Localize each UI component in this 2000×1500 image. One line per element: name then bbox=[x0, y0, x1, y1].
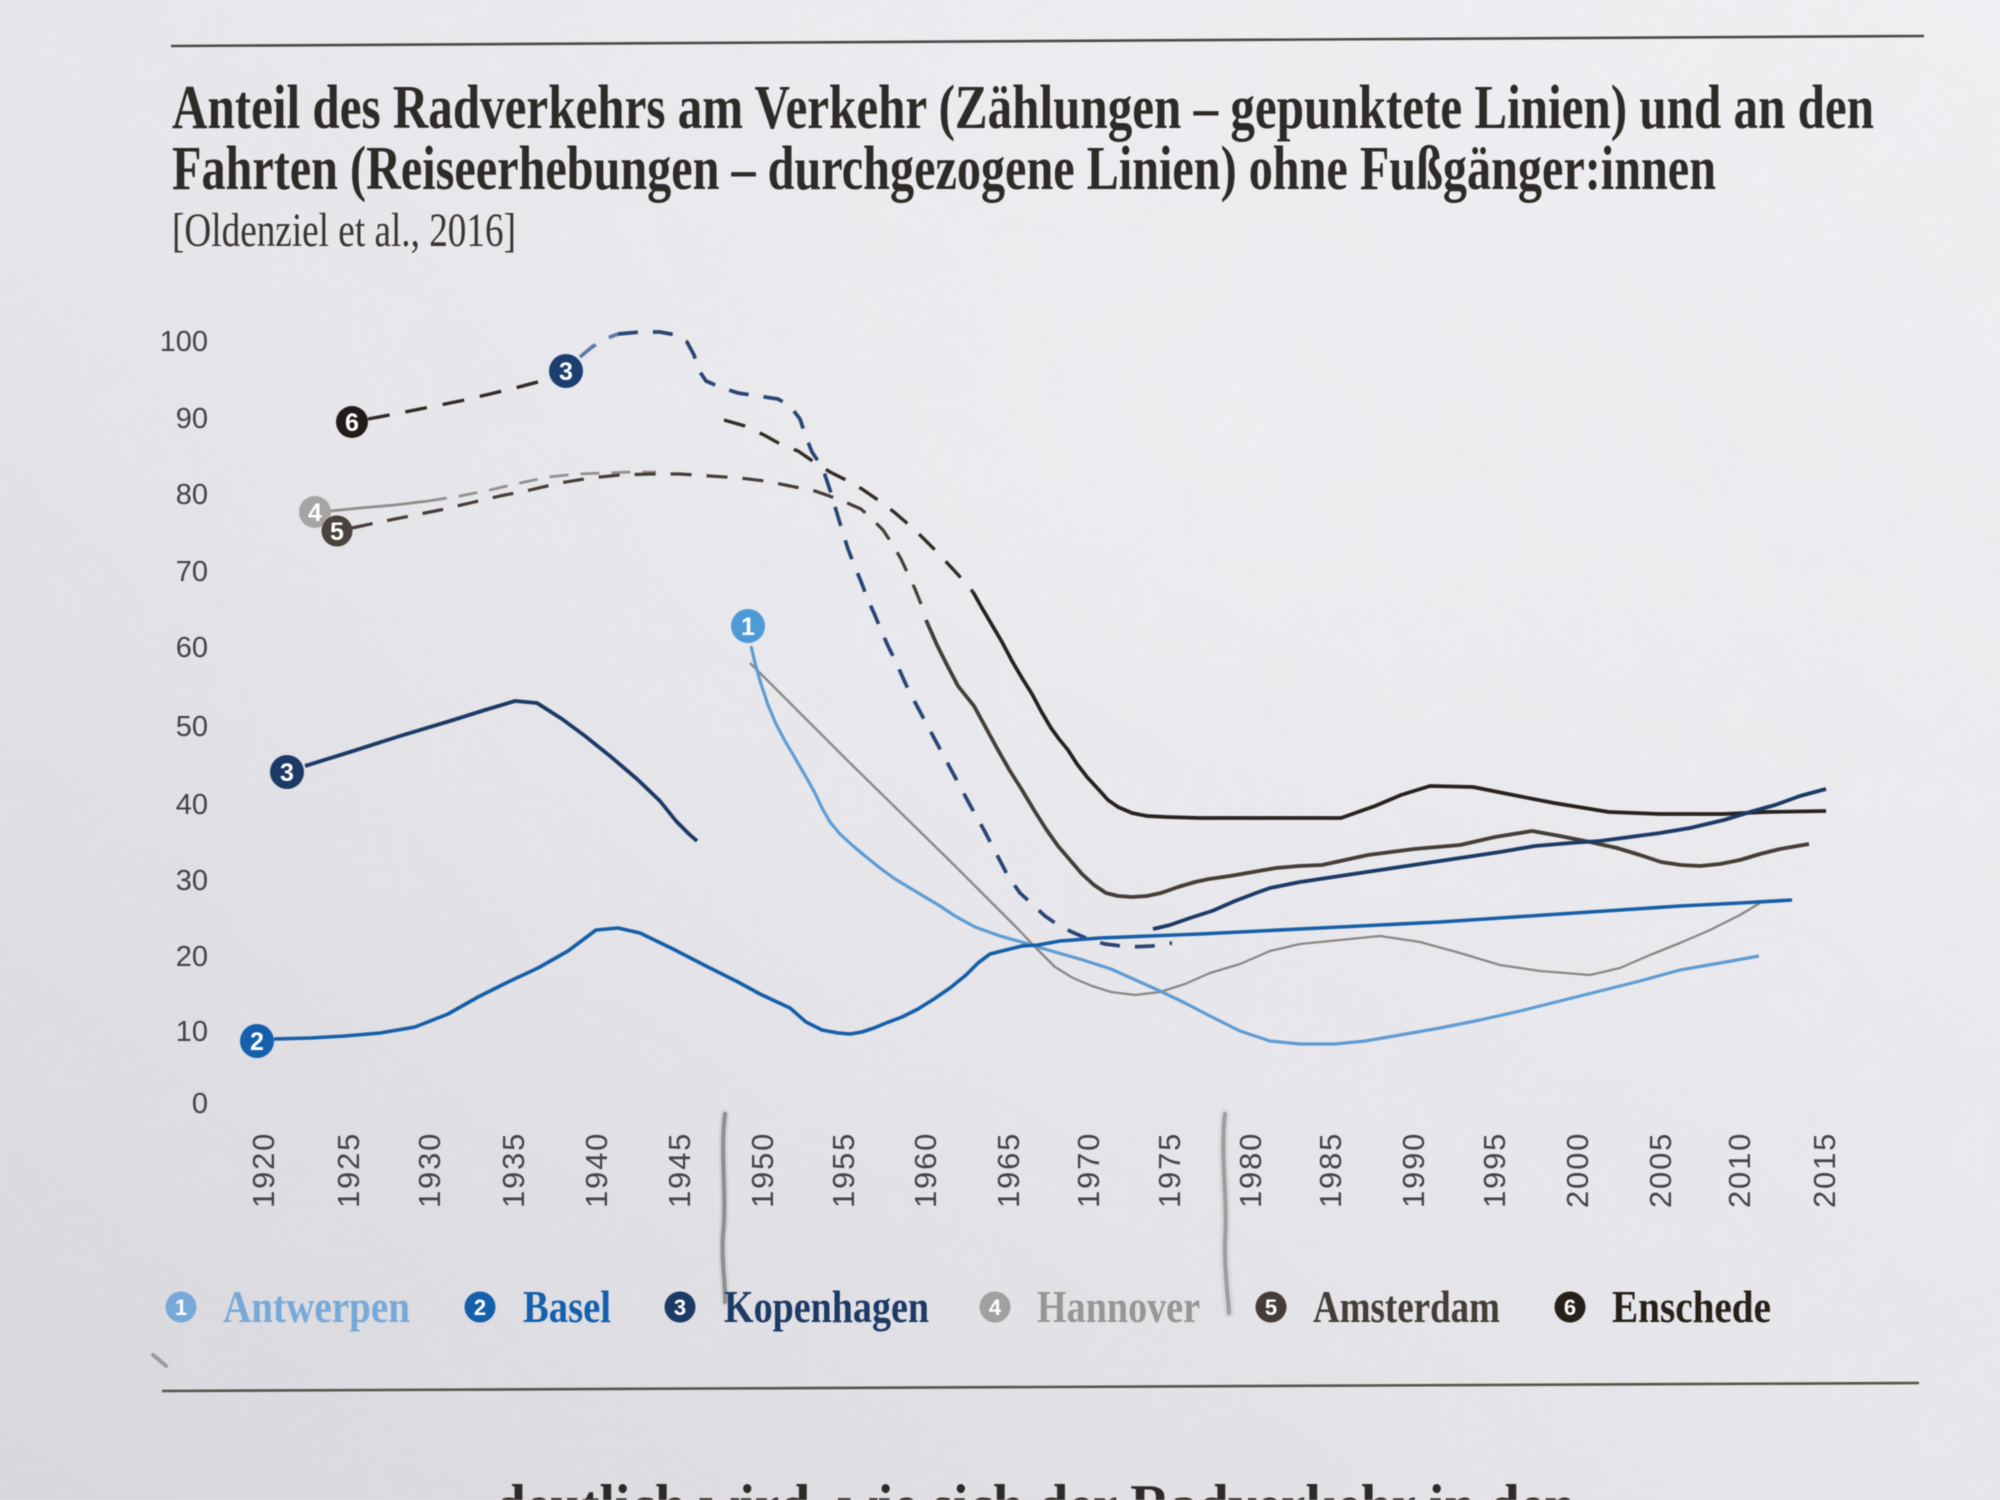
svg-text:Fahrten (Reiseerhebungen – dur: Fahrten (Reiseerhebungen – durchgezogene… bbox=[172, 135, 1716, 203]
svg-text:1: 1 bbox=[175, 1295, 187, 1320]
svg-text:0: 0 bbox=[192, 1088, 208, 1120]
svg-text:1925: 1925 bbox=[331, 1132, 366, 1208]
svg-text:1995: 1995 bbox=[1477, 1132, 1512, 1208]
svg-text:Antwerpen: Antwerpen bbox=[223, 1281, 410, 1332]
svg-text:80: 80 bbox=[176, 479, 208, 511]
svg-text:1965: 1965 bbox=[991, 1132, 1026, 1208]
svg-text:1970: 1970 bbox=[1071, 1132, 1106, 1208]
svg-text:3: 3 bbox=[280, 759, 294, 787]
svg-text:6: 6 bbox=[345, 409, 359, 437]
svg-text:50: 50 bbox=[176, 711, 208, 743]
svg-text:1960: 1960 bbox=[908, 1132, 943, 1208]
svg-text:1920: 1920 bbox=[246, 1132, 281, 1208]
svg-text:5: 5 bbox=[1265, 1295, 1277, 1320]
svg-text:4: 4 bbox=[308, 499, 322, 527]
svg-text:1940: 1940 bbox=[579, 1132, 614, 1208]
svg-text:1: 1 bbox=[741, 613, 755, 641]
svg-text:70: 70 bbox=[176, 556, 208, 588]
svg-text:2: 2 bbox=[250, 1028, 264, 1056]
svg-text:1950: 1950 bbox=[745, 1132, 780, 1208]
svg-text:1930: 1930 bbox=[412, 1132, 447, 1208]
svg-text:1980: 1980 bbox=[1233, 1132, 1268, 1208]
svg-text:2: 2 bbox=[474, 1295, 486, 1320]
svg-text:5: 5 bbox=[330, 518, 344, 546]
svg-text:Anteil des Radverkehrs am Verk: Anteil des Radverkehrs am Verkehr (Zählu… bbox=[172, 74, 1874, 142]
svg-text:3: 3 bbox=[674, 1295, 686, 1320]
svg-text:2000: 2000 bbox=[1560, 1132, 1595, 1208]
svg-text:40: 40 bbox=[176, 789, 208, 821]
svg-text:60: 60 bbox=[176, 632, 208, 664]
svg-text:3: 3 bbox=[559, 358, 573, 386]
svg-text:Enschede: Enschede bbox=[1612, 1281, 1771, 1332]
svg-text:2005: 2005 bbox=[1643, 1132, 1678, 1208]
svg-text:[Oldenziel et al., 2016]: [Oldenziel et al., 2016] bbox=[172, 204, 516, 257]
svg-text:100: 100 bbox=[160, 326, 208, 358]
svg-text:4: 4 bbox=[989, 1295, 1002, 1320]
svg-text:deutlich wird, wie sich der Ra: deutlich wird, wie sich der Radverkehr i… bbox=[495, 1473, 1575, 1500]
svg-text:30: 30 bbox=[176, 865, 208, 897]
svg-text:1935: 1935 bbox=[496, 1132, 531, 1208]
svg-text:1945: 1945 bbox=[662, 1132, 697, 1208]
svg-text:10: 10 bbox=[176, 1016, 208, 1048]
svg-text:Kopenhagen: Kopenhagen bbox=[724, 1281, 929, 1332]
svg-text:1955: 1955 bbox=[826, 1132, 861, 1208]
svg-text:20: 20 bbox=[176, 941, 208, 973]
svg-text:Hannover: Hannover bbox=[1037, 1281, 1200, 1332]
svg-text:1985: 1985 bbox=[1313, 1132, 1348, 1208]
svg-text:1975: 1975 bbox=[1152, 1132, 1187, 1208]
svg-text:Basel: Basel bbox=[523, 1281, 611, 1332]
svg-text:1990: 1990 bbox=[1396, 1132, 1431, 1208]
svg-text:6: 6 bbox=[1564, 1295, 1576, 1320]
svg-text:2015: 2015 bbox=[1807, 1132, 1842, 1208]
svg-text:Amsterdam: Amsterdam bbox=[1313, 1281, 1500, 1332]
svg-text:90: 90 bbox=[176, 403, 208, 435]
svg-text:2010: 2010 bbox=[1722, 1132, 1757, 1208]
